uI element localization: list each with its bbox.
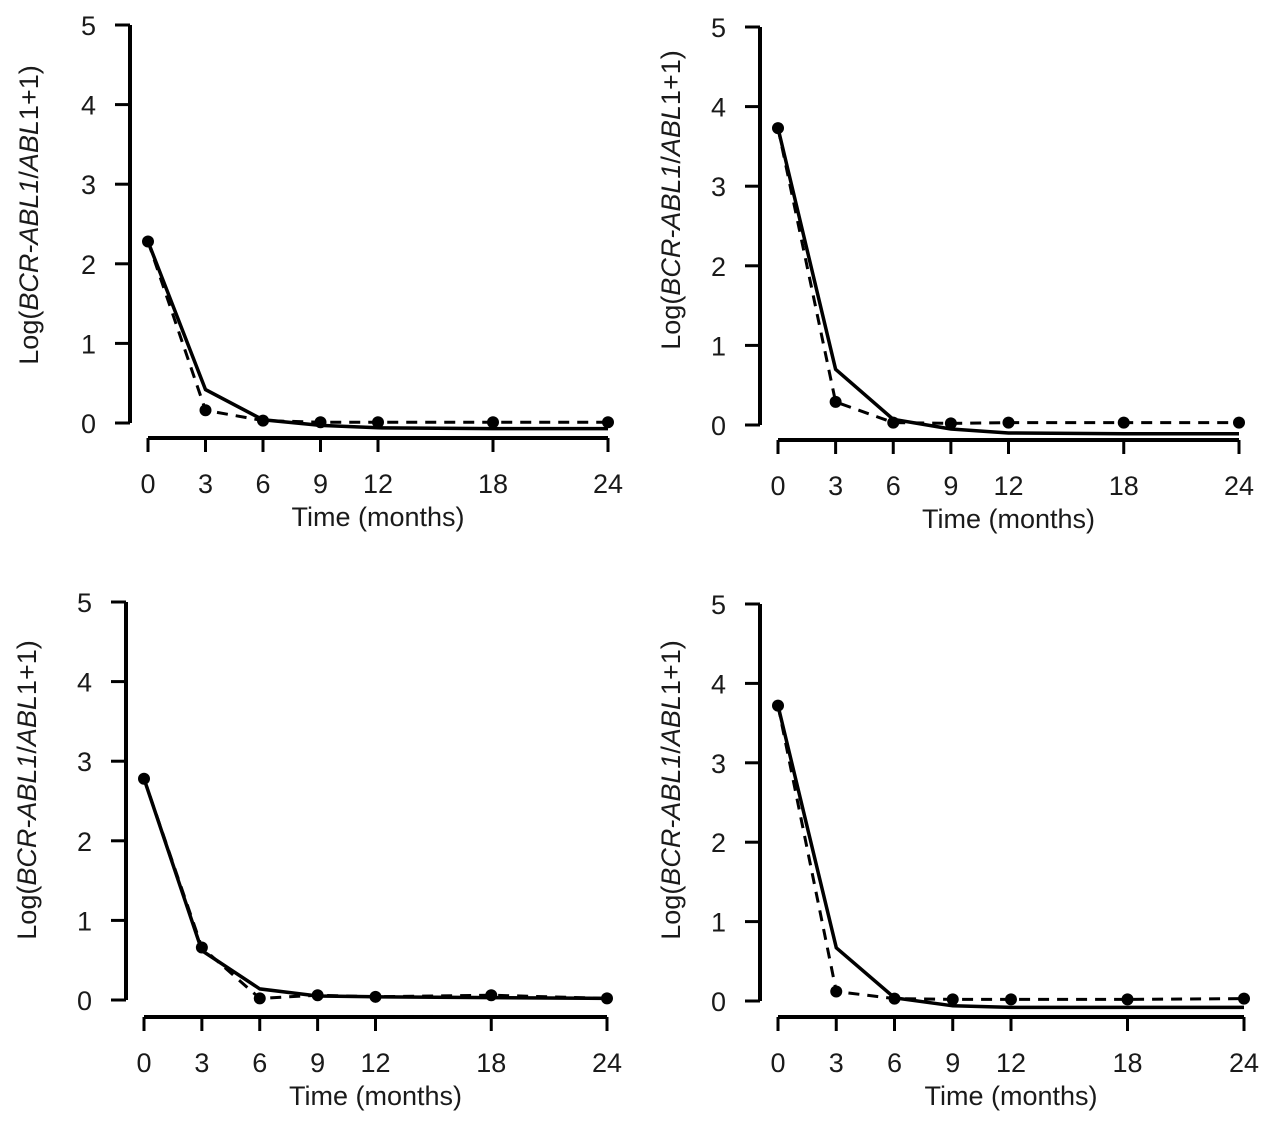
y-tick-label: 4 [711, 93, 726, 123]
data-point [199, 404, 212, 417]
y-tick-label: 0 [77, 986, 92, 1016]
y-tick-label: 1 [711, 908, 726, 938]
y-tick-label: 4 [81, 91, 96, 121]
x-tick-label: 9 [943, 471, 958, 501]
x-tick-label: 9 [945, 1048, 960, 1078]
x-tick-label: 24 [1224, 471, 1254, 501]
y-tick-label: 2 [711, 252, 726, 282]
x-axis-title: Time (months) [289, 1081, 462, 1111]
data-point [887, 416, 900, 429]
x-tick-label: 3 [194, 1048, 209, 1078]
x-axis-title: Time (months) [924, 1081, 1097, 1111]
data-point [1005, 993, 1017, 1006]
data-point [142, 235, 154, 248]
data-point [602, 416, 614, 429]
model-line [776, 127, 1239, 436]
data-point [888, 992, 901, 1005]
data-point [253, 992, 266, 1005]
x-tick-label: 18 [1112, 1048, 1142, 1078]
data-point [372, 416, 384, 429]
x-tick-label: 12 [996, 1048, 1026, 1078]
y-tick-label: 4 [77, 668, 92, 698]
data-point [1117, 416, 1130, 429]
y-tick-label: 5 [77, 588, 92, 618]
y-axis-title: Log(BCR-ABL1/ABL1+1) [14, 65, 44, 364]
x-tick-label: 6 [255, 469, 270, 499]
data-point [1002, 416, 1015, 429]
y-tick-label: 0 [711, 411, 726, 441]
data-point [257, 414, 269, 427]
data-point [946, 993, 959, 1006]
y-tick-label: 3 [711, 749, 726, 779]
y-axis-title: Log(BCR-ABL1/ABL1+1) [656, 640, 686, 939]
x-tick-label: 3 [829, 1048, 844, 1078]
x-tick-label: 9 [310, 1048, 325, 1078]
data-point [314, 416, 327, 429]
observed-line [776, 705, 1245, 1001]
data-point [772, 122, 784, 135]
x-tick-label: 0 [140, 469, 155, 499]
x-tick-label: 3 [198, 469, 213, 499]
y-tick-label: 1 [711, 331, 726, 361]
data-point [944, 417, 957, 430]
data-point [830, 985, 843, 998]
model-line [776, 705, 1244, 1010]
data-point [369, 990, 382, 1003]
y-axis-title: Log(BCR-ABL1/ABL1+1) [12, 640, 42, 939]
x-tick-label: 3 [828, 471, 843, 501]
x-tick-label: 6 [887, 1048, 902, 1078]
data-point [485, 989, 498, 1002]
data-point [1238, 992, 1250, 1005]
y-tick-label: 2 [81, 250, 96, 280]
y-tick-label: 1 [81, 329, 96, 359]
data-point [487, 416, 499, 429]
x-tick-label: 18 [1109, 471, 1139, 501]
data-point [772, 699, 784, 712]
model-line [146, 240, 608, 431]
y-axis-title: Log(BCR-ABL1/ABL1+1) [656, 50, 686, 349]
x-axis-title: Time (months) [291, 502, 464, 532]
x-tick-label: 12 [360, 1048, 390, 1078]
x-tick-label: 24 [592, 1048, 622, 1078]
x-tick-label: 6 [886, 471, 901, 501]
data-point [1121, 993, 1134, 1006]
x-tick-label: 24 [593, 469, 623, 499]
x-tick-label: 0 [770, 1048, 785, 1078]
y-tick-label: 2 [77, 827, 92, 857]
y-tick-label: 3 [711, 172, 726, 202]
x-tick-label: 0 [136, 1048, 151, 1078]
x-tick-label: 24 [1229, 1048, 1259, 1078]
x-tick-label: 18 [476, 1048, 506, 1078]
x-tick-label: 0 [770, 471, 785, 501]
y-tick-label: 3 [77, 747, 92, 777]
x-tick-label: 12 [363, 469, 393, 499]
model-line [142, 778, 608, 1001]
y-tick-label: 5 [711, 590, 726, 620]
y-tick-label: 2 [711, 828, 726, 858]
y-tick-label: 0 [711, 987, 726, 1017]
y-tick-label: 4 [711, 669, 726, 699]
data-point [1233, 416, 1245, 429]
x-tick-label: 18 [478, 469, 508, 499]
observed-line [142, 778, 608, 1000]
x-tick-label: 9 [313, 469, 328, 499]
x-tick-label: 12 [993, 471, 1023, 501]
data-point [195, 941, 208, 954]
data-point [311, 989, 324, 1002]
x-tick-label: 6 [252, 1048, 267, 1078]
data-point [138, 772, 150, 785]
y-tick-label: 5 [711, 13, 726, 43]
y-tick-label: 0 [81, 409, 96, 439]
data-point [829, 395, 842, 408]
y-tick-label: 1 [77, 906, 92, 936]
y-tick-label: 3 [81, 170, 96, 200]
data-point [601, 992, 613, 1005]
x-axis-title: Time (months) [922, 504, 1095, 534]
y-tick-label: 5 [81, 11, 96, 41]
